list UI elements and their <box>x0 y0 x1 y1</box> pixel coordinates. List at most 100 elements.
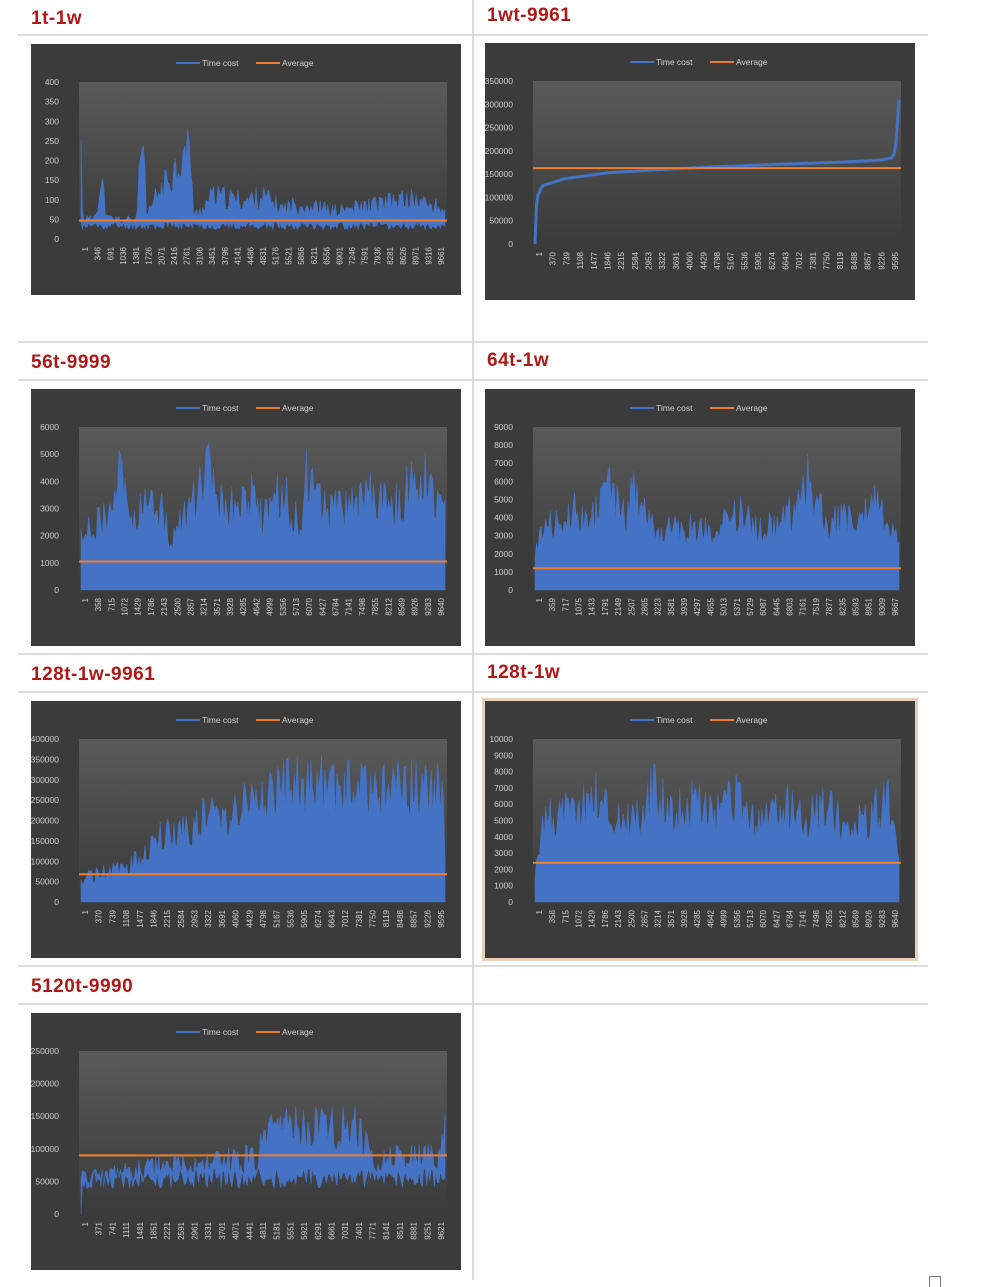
chart-128t-1w-9961: Time cost Average 0 50000 100000 150000 200000… <box>31 701 461 958</box>
y-tick-label: 10000 <box>489 734 513 744</box>
row-divider <box>18 1003 928 1005</box>
y-tick-label: 8000 <box>494 767 513 777</box>
row-divider <box>18 965 928 967</box>
x-tick-label: 7141 <box>345 597 354 615</box>
x-tick-label: 358 <box>94 597 103 611</box>
x-tick-label: 1786 <box>601 909 610 927</box>
y-tick-label: 3000 <box>494 848 513 858</box>
x-tick-label: 370 <box>95 909 104 923</box>
x-tick-label: 4831 <box>259 246 268 264</box>
x-tick-label: 6643 <box>328 909 337 927</box>
x-tick-label: 4798 <box>713 251 722 269</box>
x-tick-label: 2143 <box>614 909 623 927</box>
x-tick-label: 3223 <box>654 597 663 615</box>
x-tick-label: 3214 <box>200 597 209 615</box>
row-divider <box>18 691 928 693</box>
x-tick-label: 1846 <box>604 251 613 269</box>
y-tick-label: 4000 <box>40 476 59 486</box>
y-tick-label: 0 <box>54 585 59 595</box>
time-cost-series <box>80 755 446 903</box>
x-tick-label: 3928 <box>226 597 235 615</box>
y-tick-label: 2000 <box>494 864 513 874</box>
x-tick-label: 5905 <box>754 251 763 269</box>
x-tick-label: 5356 <box>733 909 742 927</box>
y-tick-label: 400000 <box>31 734 59 744</box>
x-tick-label: 6070 <box>305 597 314 615</box>
legend-label: Time cost <box>202 58 239 68</box>
x-tick-label: 1726 <box>145 246 154 264</box>
x-tick-label: 1 <box>81 1221 90 1226</box>
x-tick-label: 2865 <box>641 597 650 615</box>
y-tick-label: 1000 <box>40 558 59 568</box>
x-tick-label: 3322 <box>658 251 667 269</box>
y-tick-label: 250000 <box>31 795 59 805</box>
x-tick-label: 2500 <box>627 909 636 927</box>
legend-label: Average <box>736 57 768 67</box>
x-tick-label: 7519 <box>812 597 821 615</box>
x-tick-label: 8119 <box>382 909 391 927</box>
x-tick-label: 8926 <box>411 597 420 615</box>
x-tick-label: 2857 <box>641 909 650 927</box>
x-tick-label: 7031 <box>341 1221 350 1239</box>
x-tick-label: 5521 <box>284 246 293 264</box>
x-tick-label: 2961 <box>191 1221 200 1239</box>
x-tick-label: 3451 <box>208 246 217 264</box>
x-tick-label: 9667 <box>891 597 900 615</box>
y-tick-label: 2000 <box>40 531 59 541</box>
y-tick-label: 50000 <box>489 216 513 226</box>
x-tick-label: 4655 <box>706 597 715 615</box>
x-tick-label: 7855 <box>371 597 380 615</box>
x-tick-label: 9621 <box>437 1221 446 1239</box>
x-tick-label: 8951 <box>865 597 874 615</box>
y-tick-label: 4000 <box>494 832 513 842</box>
x-tick-label: 8235 <box>838 597 847 615</box>
x-tick-label: 4297 <box>693 597 702 615</box>
x-tick-label: 5371 <box>733 597 742 615</box>
y-tick-label: 200000 <box>31 816 59 826</box>
x-tick-label: 9226 <box>877 251 886 269</box>
y-tick-label: 300000 <box>31 775 59 785</box>
x-tick-label: 8593 <box>851 597 860 615</box>
x-tick-label: 1477 <box>590 251 599 269</box>
y-tick-label: 0 <box>508 897 513 907</box>
x-tick-label: 1481 <box>136 1221 145 1239</box>
x-tick-label: 1111 <box>122 1221 131 1238</box>
x-tick-label: 739 <box>562 251 571 265</box>
x-tick-label: 717 <box>561 597 570 611</box>
x-tick-label: 1075 <box>575 597 584 615</box>
x-tick-label: 2953 <box>645 251 654 269</box>
scroll-corner-icon <box>929 1276 941 1287</box>
section-title: 64t-1w <box>487 350 550 371</box>
x-tick-label: 4060 <box>232 909 241 927</box>
x-tick-label: 7161 <box>799 597 808 615</box>
time-cost-series <box>80 442 446 591</box>
y-tick-label: 200000 <box>31 1079 59 1089</box>
chart-1wt-9961: Time cost Average 0 50000 100000 150000 200000… <box>485 43 915 300</box>
y-tick-label: 150 <box>45 175 59 185</box>
x-tick-label: 7771 <box>369 1221 378 1239</box>
x-tick-label: 2215 <box>163 909 172 927</box>
x-tick-label: 370 <box>549 251 558 265</box>
y-tick-label: 1000 <box>494 567 513 577</box>
x-tick-label: 8488 <box>396 909 405 927</box>
x-tick-label: 8212 <box>838 909 847 927</box>
x-tick-label: 3571 <box>213 597 222 615</box>
x-tick-label: 9661 <box>437 246 446 264</box>
x-tick-label: 3581 <box>667 597 676 615</box>
y-tick-label: 100 <box>45 195 59 205</box>
x-tick-label: 346 <box>94 246 103 260</box>
x-tick-label: 8212 <box>384 597 393 615</box>
row-divider <box>18 341 928 343</box>
x-tick-label: 6661 <box>328 1221 337 1239</box>
x-tick-label: 4060 <box>686 251 695 269</box>
x-tick-label: 6803 <box>786 597 795 615</box>
x-tick-label: 3331 <box>204 1221 213 1239</box>
x-tick-label: 5921 <box>300 1221 309 1239</box>
y-tick-label: 50000 <box>35 877 59 887</box>
x-tick-label: 2071 <box>157 246 166 264</box>
x-tick-label: 1 <box>535 909 544 914</box>
legend-label: Time cost <box>656 57 693 67</box>
x-tick-label: 2500 <box>173 597 182 615</box>
x-tick-label: 7498 <box>812 909 821 927</box>
y-tick-label: 8000 <box>494 440 513 450</box>
